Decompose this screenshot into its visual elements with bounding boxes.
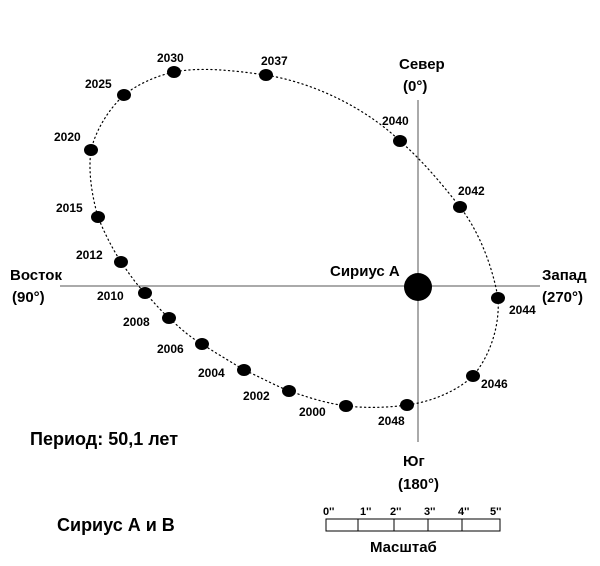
- year-label-2044: 2044: [509, 303, 536, 317]
- orbit-point-2004: [237, 364, 251, 376]
- scale-tick-3: 3'': [424, 506, 436, 518]
- orbit-point-2040: [393, 135, 407, 147]
- scale-bar-outline: [325, 518, 501, 532]
- orbit-point-2010: [138, 287, 152, 299]
- year-label-2010: 2010: [97, 289, 124, 303]
- south-degree: (180°): [398, 476, 439, 493]
- year-label-2012: 2012: [76, 248, 103, 262]
- scale-tick-5: 5'': [490, 506, 502, 518]
- year-label-2046: 2046: [481, 377, 508, 391]
- year-label-2006: 2006: [157, 342, 184, 356]
- year-label-2025: 2025: [85, 77, 112, 91]
- west-degree: (270°): [542, 289, 583, 306]
- year-label-2020: 2020: [54, 130, 81, 144]
- orbit-point-2006: [195, 338, 209, 350]
- year-label-2002: 2002: [243, 389, 270, 403]
- north-label: Север: [399, 56, 445, 73]
- orbit-point-2000: [339, 400, 353, 412]
- orbit-point-2015: [91, 211, 105, 223]
- diagram-title: Сириус А и В: [57, 515, 175, 535]
- south-label: Юг: [403, 453, 425, 470]
- period-label: Период: 50,1 лет: [30, 429, 178, 449]
- orbit-path: [89, 68, 499, 408]
- year-label-2040: 2040: [382, 114, 409, 128]
- orbit-point-2020: [84, 144, 98, 156]
- scale-label: Масштаб: [370, 539, 437, 556]
- orbit-point-2012: [114, 256, 128, 268]
- orbit-point-2048: [400, 399, 414, 411]
- orbit-point-2002: [282, 385, 296, 397]
- west-label: Запад: [542, 267, 587, 284]
- year-label-2048: 2048: [378, 414, 405, 428]
- orbit-point-2037: [259, 69, 273, 81]
- orbit-points-group: 2000 2002 2004 2006 2008 2010 2012 2015 …: [54, 51, 536, 428]
- scale-tick-0: 0'': [323, 506, 335, 518]
- orbit-point-2042: [453, 201, 467, 213]
- year-label-2008: 2008: [123, 315, 150, 329]
- year-label-2004: 2004: [198, 366, 225, 380]
- scale-tick-4: 4'': [458, 506, 470, 518]
- orbit-point-2025: [117, 89, 131, 101]
- north-degree: (0°): [403, 78, 427, 95]
- scale-tick-1: 1'': [360, 506, 372, 518]
- east-label: Восток: [10, 267, 62, 284]
- orbit-point-2044: [491, 292, 505, 304]
- scale-bar: 0'' 1'' 2'' 3'' 4'' 5'' Масштаб: [323, 506, 502, 556]
- year-label-2000: 2000: [299, 405, 326, 419]
- orbit-point-2030: [167, 66, 181, 78]
- year-label-2030: 2030: [157, 51, 184, 65]
- year-label-2037: 2037: [261, 54, 288, 68]
- sirius-a-label: Сириус А: [330, 263, 400, 280]
- year-label-2042: 2042: [458, 184, 485, 198]
- orbit-point-2046: [466, 370, 480, 382]
- year-label-2015: 2015: [56, 201, 83, 215]
- scale-tick-2: 2'': [390, 506, 402, 518]
- sirius-a-star: [404, 273, 432, 301]
- east-degree: (90°): [12, 289, 45, 306]
- orbit-point-2008: [162, 312, 176, 324]
